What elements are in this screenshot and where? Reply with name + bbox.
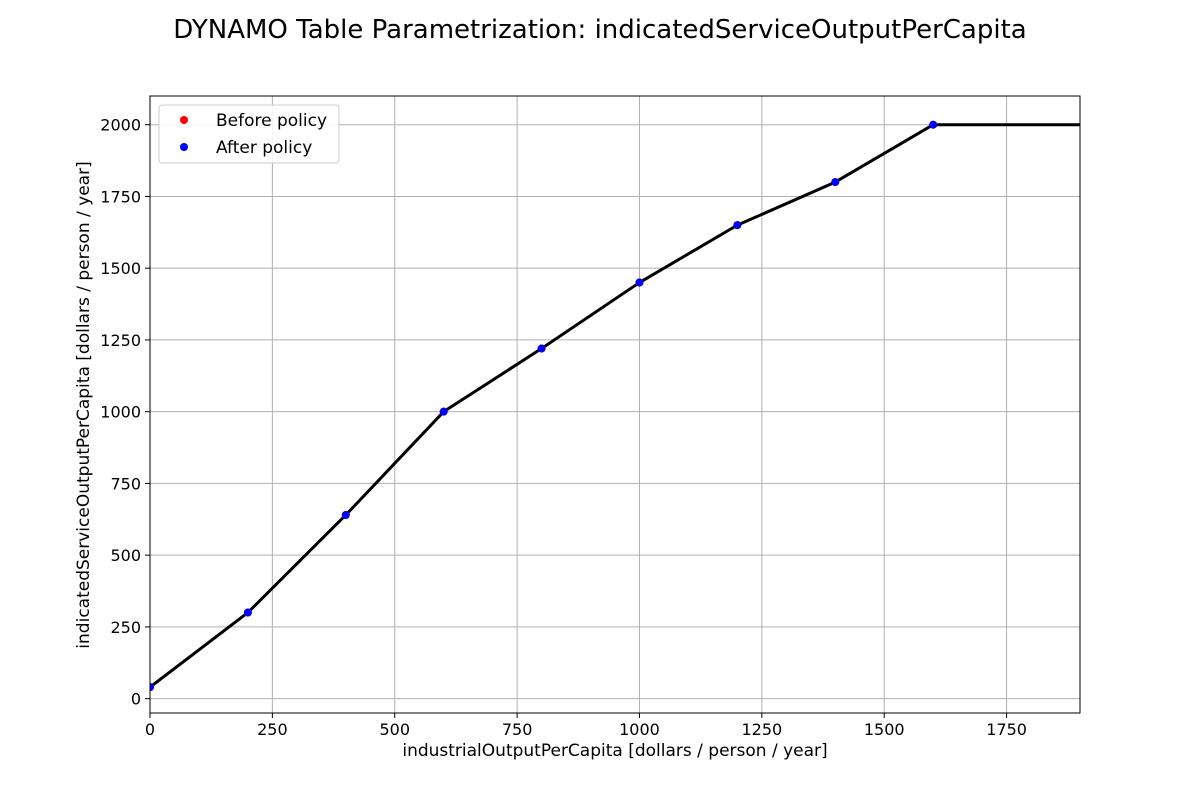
- series-line-layer: [150, 123, 1080, 689]
- x-tick-label: 1000: [619, 720, 660, 739]
- y-tick-label: 1000: [100, 403, 141, 422]
- data-point: [439, 407, 448, 416]
- x-tick-label: 500: [379, 720, 410, 739]
- y-tick-label: 250: [110, 618, 141, 637]
- data-point: [831, 178, 840, 187]
- x-tick-label: 1750: [986, 720, 1027, 739]
- data-point: [243, 608, 252, 617]
- x-tick-label: 250: [257, 720, 288, 739]
- data-point: [733, 221, 742, 230]
- x-tick-label: 1500: [864, 720, 905, 739]
- x-axis-ticks: 0 250 500 750 1000 1250 1500 1750: [145, 713, 1027, 739]
- y-tick-label: 1250: [100, 331, 141, 350]
- y-tick-label: 750: [110, 474, 141, 493]
- x-tick-label: 1250: [741, 720, 782, 739]
- data-point: [635, 278, 644, 287]
- x-tick-label: 0: [145, 720, 155, 739]
- x-tick-label: 750: [502, 720, 533, 739]
- plot-frame: [149, 95, 1081, 714]
- legend: Before policy After policy: [158, 104, 340, 164]
- y-tick-label: 500: [110, 546, 141, 565]
- data-point: [341, 510, 350, 519]
- legend-box: [158, 104, 340, 164]
- chart-title: DYNAMO Table Parametrization: indicatedS…: [173, 15, 1026, 45]
- y-tick-label: 1750: [100, 187, 141, 206]
- data-points-layer: [150, 120, 938, 692]
- data-point: [537, 344, 546, 353]
- y-tick-label: 1500: [100, 259, 141, 278]
- y-tick-label: 2000: [100, 116, 141, 135]
- y-axis-label: indicatedServiceOutputPerCapita [dollars…: [74, 161, 94, 648]
- grid: [149, 96, 1080, 713]
- legend-label: Before policy: [216, 111, 327, 131]
- table-function-line: [150, 123, 1080, 689]
- x-axis-label: industrialOutputPerCapita [dollars / per…: [402, 741, 827, 761]
- y-tick-label: 0: [131, 690, 141, 709]
- legend-label: After policy: [216, 138, 312, 158]
- legend-marker: [180, 116, 188, 124]
- data-point: [150, 683, 154, 692]
- data-point: [929, 120, 938, 129]
- y-axis-ticks: 0 250 500 750 1000 1250 1500 1750 2000: [100, 116, 150, 709]
- legend-marker: [180, 143, 188, 151]
